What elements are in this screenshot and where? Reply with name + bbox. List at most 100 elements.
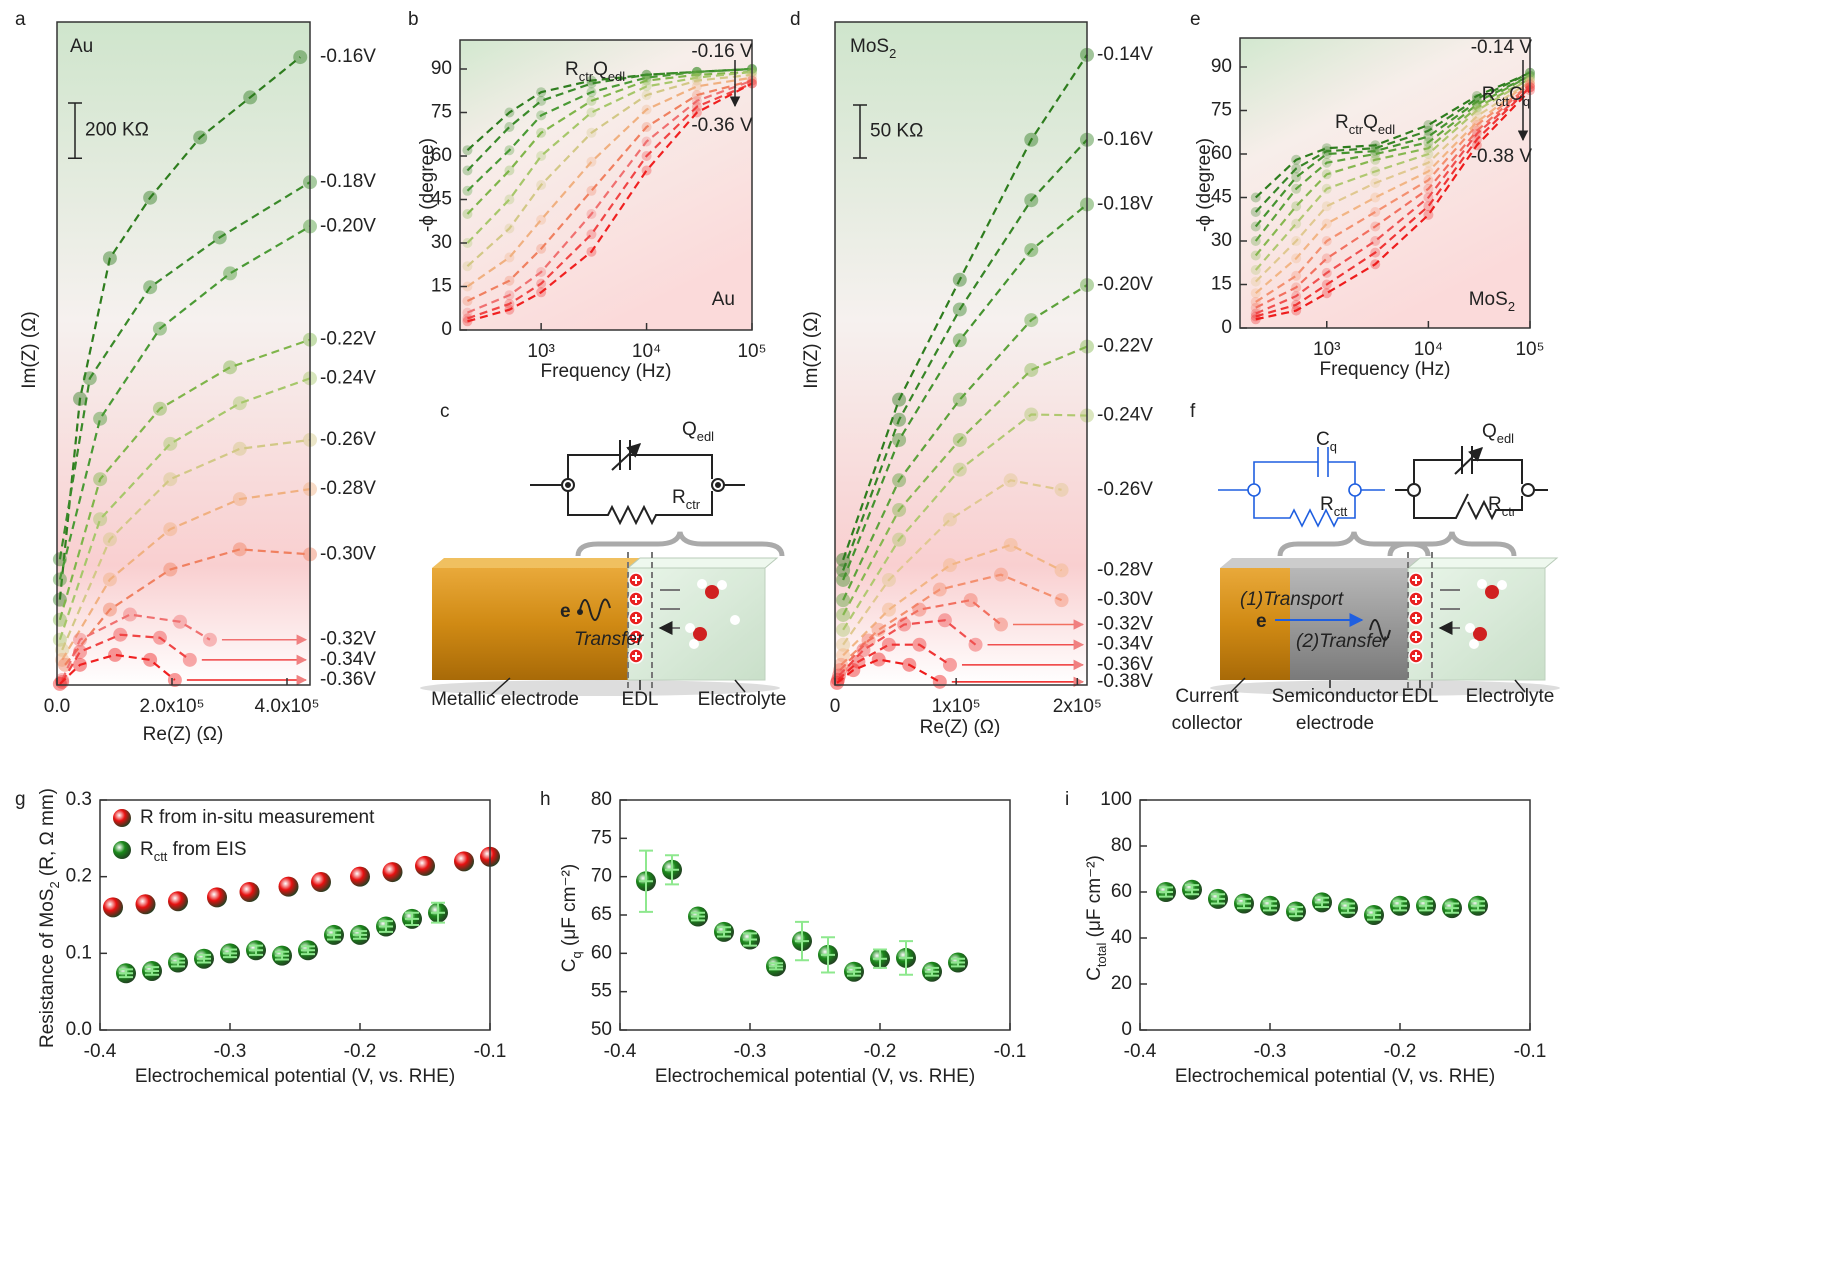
data-point (113, 627, 128, 642)
data-point (881, 602, 896, 617)
data-point (1291, 183, 1302, 194)
data-point (102, 251, 117, 266)
data-point (937, 613, 952, 628)
data-point (504, 223, 515, 234)
data-point (1370, 236, 1381, 246)
x-axis-label: Re(Z) (Ω) (920, 717, 1001, 738)
data-point (1423, 125, 1434, 136)
y-tick-label: 30 (431, 232, 452, 253)
diagram-label: e (560, 601, 571, 622)
data-point (1054, 593, 1069, 608)
data-point (462, 145, 473, 156)
y-tick-label: 0.1 (66, 942, 92, 963)
data-point (504, 122, 515, 132)
y-tick-label: 75 (1211, 100, 1232, 121)
fit-line (58, 181, 311, 560)
fit-line (1255, 86, 1531, 315)
data-point (93, 411, 108, 426)
series-label: -0.28V (320, 478, 376, 499)
data-point (856, 642, 871, 657)
data-point (152, 630, 167, 645)
data-point (993, 567, 1008, 582)
series-label: -0.32V (1097, 614, 1153, 635)
legend-marker (113, 841, 131, 859)
data-point (1250, 192, 1261, 203)
data-point (1321, 183, 1332, 194)
plot-frame (619, 799, 1011, 1031)
text-part: (μF cm⁻²) (1084, 855, 1105, 942)
data-point (143, 280, 158, 295)
data-point (108, 647, 123, 662)
error-bar (743, 932, 757, 947)
fit-line (466, 73, 753, 268)
data-point (1054, 482, 1069, 497)
subscript: 2 (889, 46, 896, 61)
x-tick-label: 0.0 (44, 696, 70, 717)
error-bar (1315, 896, 1329, 908)
subscript: edl (1497, 431, 1514, 446)
data-point (641, 81, 652, 92)
data-point (1291, 172, 1302, 183)
y-tick-label: 90 (431, 58, 452, 79)
x-tick-label: -0.3 (734, 1041, 767, 1062)
x-tick-label: 4.0x10⁵ (255, 696, 320, 717)
subscript: edl (608, 69, 625, 84)
diagram-label: Electrolyte (1466, 686, 1555, 707)
fit-line (64, 548, 311, 666)
data-point (1291, 299, 1302, 310)
diagram-label: (2)Transfer (1296, 631, 1389, 652)
x-tick-label: -0.1 (994, 1041, 1027, 1062)
data-point (1423, 175, 1434, 186)
data-point (1423, 166, 1434, 177)
data-point (691, 81, 702, 92)
data-point (586, 229, 597, 240)
data-point (641, 104, 652, 115)
text-part: R (1488, 494, 1502, 515)
y-axis-label: Ctotal (μF cm⁻²) (1084, 855, 1109, 981)
data-point (1250, 236, 1261, 246)
panel-label: MoS2 (850, 36, 896, 61)
x-tick-label: 10³ (1313, 339, 1340, 360)
data-point (163, 522, 178, 537)
fit-line (59, 653, 176, 685)
data-point (232, 492, 247, 507)
x-axis-label: Electrochemical potential (V, vs. RHE) (655, 1066, 975, 1087)
data-point (836, 593, 851, 608)
data-point (1321, 267, 1332, 278)
series-label: -0.24V (320, 367, 376, 388)
annotation: RctrQedl (1335, 112, 1395, 137)
error-bar (1263, 900, 1277, 912)
data-point (462, 281, 473, 292)
diagram-label: Metallic electrode (431, 689, 579, 710)
data-point (846, 663, 861, 678)
plot-frame (1139, 799, 1531, 1031)
data-point (1291, 201, 1302, 212)
data-point (1250, 276, 1261, 287)
data-point (536, 287, 547, 298)
x-axis-label: Re(Z) (Ω) (143, 724, 224, 745)
data-point (232, 441, 247, 456)
data-point (462, 165, 473, 176)
data-point (586, 185, 597, 196)
data-point (1423, 149, 1434, 159)
series-label: -0.14V (1097, 44, 1153, 65)
data-point (223, 266, 238, 281)
data-point (952, 432, 967, 447)
arrow-label: -0.38 V (1471, 146, 1533, 167)
panel-letter: g (15, 789, 26, 810)
series-label: -0.18V (320, 171, 376, 192)
data-point (504, 252, 515, 263)
data-point (641, 90, 652, 101)
data-point (73, 391, 87, 406)
data-point (836, 637, 851, 652)
fit-line (1254, 74, 1531, 228)
fit-line (842, 479, 1062, 646)
circuit-c (530, 440, 745, 526)
error-bar (639, 849, 653, 913)
data-point (1291, 305, 1302, 316)
data-point (1250, 302, 1261, 313)
data-point (152, 401, 167, 416)
data-point (691, 75, 702, 86)
